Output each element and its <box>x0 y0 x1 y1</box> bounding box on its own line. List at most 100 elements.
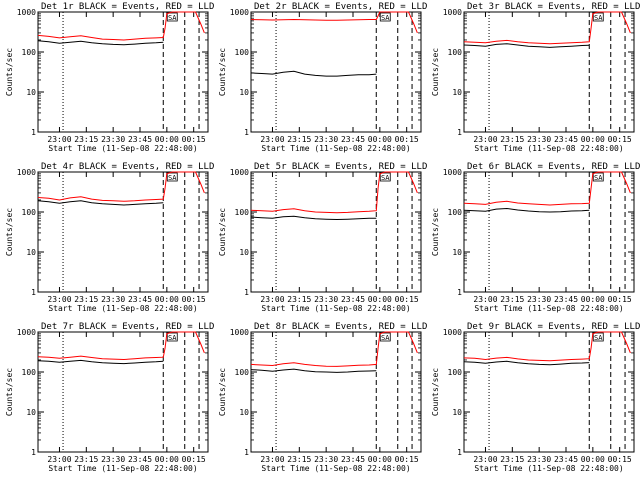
x-tick-label: 00:15 <box>395 135 419 144</box>
lld-series-line <box>463 331 631 362</box>
y-tick-label: 100 <box>448 48 463 57</box>
x-axis-label: Start Time (11-Sep-08 22:48:00) <box>261 304 410 313</box>
x-axis-label: Start Time (11-Sep-08 22:48:00) <box>48 464 197 473</box>
y-tick-label: 10 <box>239 408 249 417</box>
y-axis-label: Counts/sec <box>5 368 14 416</box>
x-tick-label: 23:30 <box>314 295 338 304</box>
x-axis-label: Start Time (11-Sep-08 22:48:00) <box>474 144 623 153</box>
x-tick-label: 23:30 <box>527 135 551 144</box>
x-tick-label: 23:45 <box>341 295 365 304</box>
panel-title: Det 5r BLACK = Events, RED = LLD <box>254 162 427 172</box>
x-tick-label: 00:00 <box>581 295 605 304</box>
plot-frame <box>37 331 209 453</box>
lld-series-line <box>37 331 205 361</box>
saa-marker-label: SA <box>594 174 603 182</box>
x-tick-label: 23:15 <box>500 455 524 464</box>
y-tick-label: 10 <box>26 408 36 417</box>
x-tick-label: 23:45 <box>554 135 578 144</box>
events-series-line <box>37 359 164 365</box>
y-axis-label: Counts/sec <box>218 368 227 416</box>
y-tick-label: 10 <box>452 88 462 97</box>
y-tick-label: 100 <box>22 48 37 57</box>
x-axis-label: Start Time (11-Sep-08 22:48:00) <box>261 464 410 473</box>
y-tick-label: 1000 <box>443 8 462 17</box>
panel-title: Det 9r BLACK = Events, RED = LLD <box>467 322 640 332</box>
y-axis-label: Counts/sec <box>218 208 227 256</box>
y-tick-label: 1 <box>244 448 249 457</box>
saa-marker-label: SA <box>381 174 390 182</box>
lld-series-line <box>463 171 631 206</box>
x-tick-label: 00:15 <box>182 135 206 144</box>
panel-3: Det 3r BLACK = Events, RED = LLD 1 10 100 10… <box>431 2 640 153</box>
x-tick-label: 00:00 <box>581 455 605 464</box>
saa-marker-box <box>592 172 604 182</box>
saa-marker-label: SA <box>168 334 177 342</box>
panel-9: Det 9r BLACK = Events, RED = LLD 1 10 100 10… <box>431 322 640 473</box>
x-tick-label: 23:45 <box>128 135 152 144</box>
y-axis-label: Counts/sec <box>431 208 440 256</box>
y-tick-label: 100 <box>235 48 250 57</box>
lld-series-line <box>250 171 418 214</box>
events-series-line <box>250 215 377 221</box>
x-axis-label: Start Time (11-Sep-08 22:48:00) <box>474 304 623 313</box>
panel-title: Det 3r BLACK = Events, RED = LLD <box>467 2 640 12</box>
x-tick-label: 00:00 <box>155 455 179 464</box>
y-tick-label: 1 <box>31 288 36 297</box>
y-tick-label: 100 <box>22 208 37 217</box>
saa-marker-box <box>379 172 391 182</box>
y-tick-label: 10 <box>452 408 462 417</box>
events-series-line <box>37 40 164 46</box>
plot-frame <box>250 331 422 453</box>
x-tick-label: 23:30 <box>101 295 125 304</box>
y-axis-label: Counts/sec <box>218 48 227 96</box>
x-tick-label: 23:15 <box>287 455 311 464</box>
y-tick-label: 1 <box>244 128 249 137</box>
x-tick-label: 23:15 <box>74 295 98 304</box>
y-tick-label: 100 <box>448 208 463 217</box>
x-tick-label: 23:00 <box>473 455 497 464</box>
plot-frame <box>250 11 422 133</box>
lld-series-line <box>250 331 418 367</box>
y-axis-label: Counts/sec <box>431 48 440 96</box>
x-tick-label: 23:15 <box>500 295 524 304</box>
panel-7: Det 7r BLACK = Events, RED = LLD 1 10 100 10… <box>5 322 214 473</box>
x-tick-label: 23:45 <box>554 455 578 464</box>
plot-frame <box>250 171 422 293</box>
x-tick-label: 00:15 <box>182 295 206 304</box>
saa-marker-box <box>592 12 604 22</box>
x-tick-label: 00:00 <box>368 455 392 464</box>
y-tick-label: 100 <box>235 368 250 377</box>
y-tick-label: 1 <box>244 288 249 297</box>
x-tick-label: 23:00 <box>260 455 284 464</box>
x-tick-label: 23:45 <box>128 295 152 304</box>
lld-series-line <box>37 171 205 202</box>
saa-marker-label: SA <box>594 14 603 22</box>
y-tick-label: 1000 <box>17 168 36 177</box>
x-axis-label: Start Time (11-Sep-08 22:48:00) <box>261 144 410 153</box>
y-tick-label: 10 <box>239 248 249 257</box>
x-axis-label: Start Time (11-Sep-08 22:48:00) <box>474 464 623 473</box>
x-tick-label: 00:00 <box>368 135 392 144</box>
y-axis-label: Counts/sec <box>5 48 14 96</box>
y-tick-label: 10 <box>26 248 36 257</box>
saa-marker-box <box>166 332 178 342</box>
saa-marker-label: SA <box>168 14 177 22</box>
y-tick-label: 1000 <box>230 168 249 177</box>
y-axis-label: Counts/sec <box>431 368 440 416</box>
panel-4: Det 4r BLACK = Events, RED = LLD 1 10 100 10… <box>5 162 214 313</box>
lld-series-line <box>250 11 418 34</box>
saa-marker-box <box>592 332 604 342</box>
panel-2: Det 2r BLACK = Events, RED = LLD 1 10 100 10… <box>218 2 427 153</box>
x-tick-label: 23:45 <box>341 135 365 144</box>
plot-frame <box>37 11 209 133</box>
y-tick-label: 10 <box>26 88 36 97</box>
x-tick-label: 23:00 <box>47 295 71 304</box>
lld-series-line <box>463 11 631 45</box>
y-tick-label: 1000 <box>230 328 249 337</box>
y-tick-label: 100 <box>22 368 37 377</box>
saa-marker-label: SA <box>594 334 603 342</box>
saa-marker-label: SA <box>381 14 390 22</box>
x-tick-label: 23:00 <box>47 455 71 464</box>
y-tick-label: 1000 <box>443 168 462 177</box>
